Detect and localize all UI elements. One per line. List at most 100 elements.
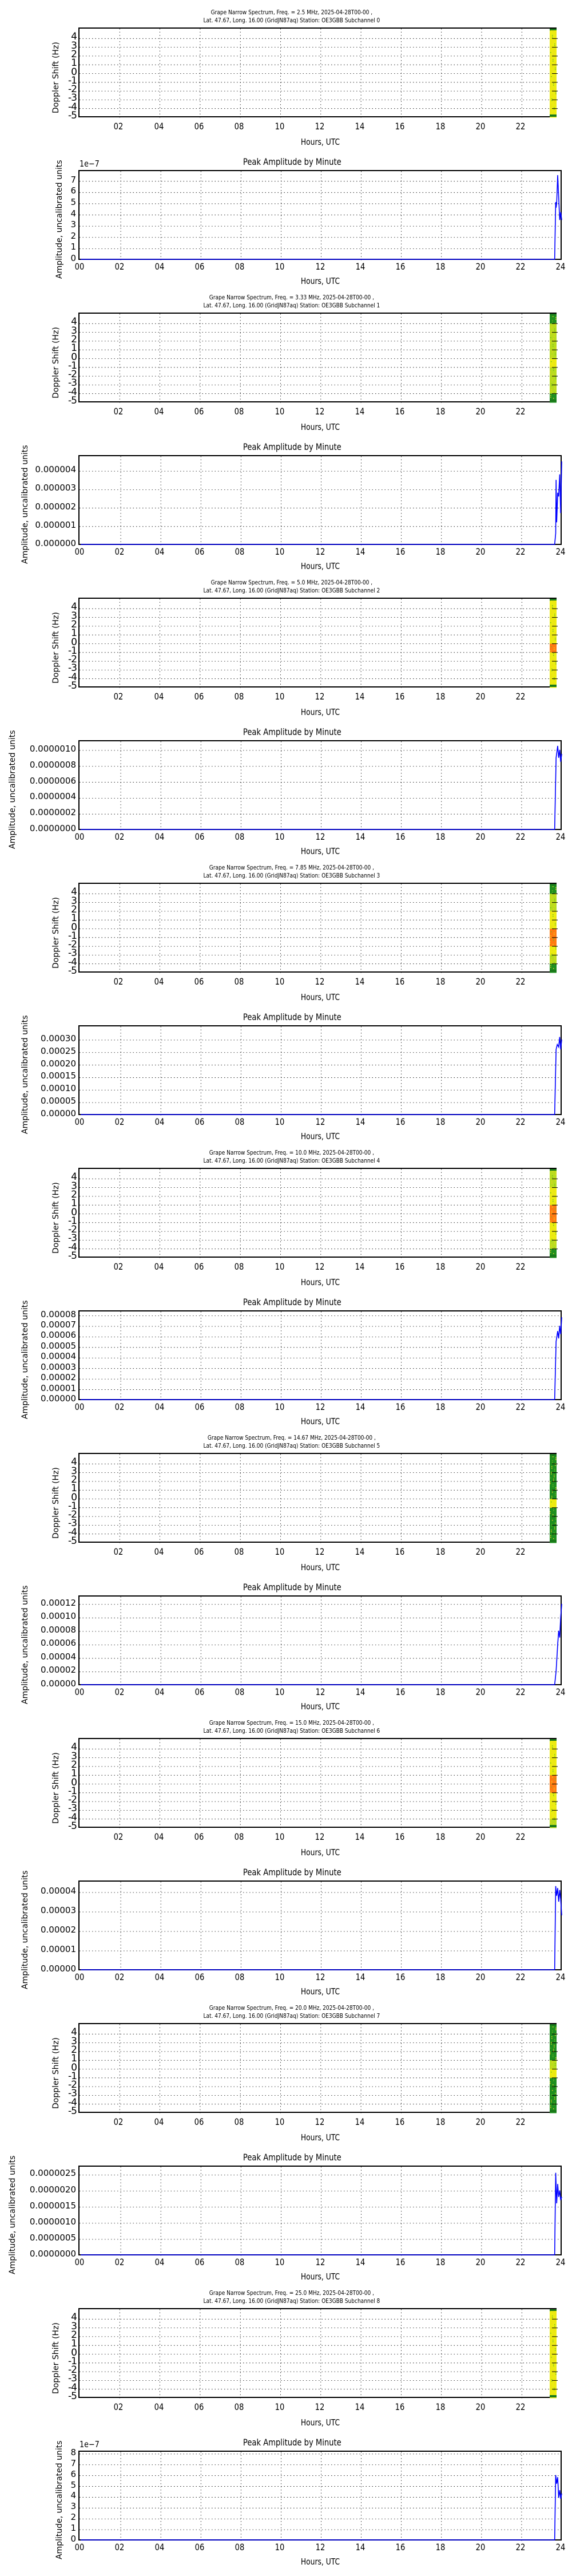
- spectrum-ytick: 1: [71, 2053, 77, 2065]
- spectrum-xtick: 22: [515, 406, 526, 417]
- spectrum-ytick: 2: [71, 1188, 77, 1200]
- amplitude-xtick: 02: [114, 831, 125, 842]
- spectrum-ytick: -5: [68, 680, 77, 692]
- spectrum-plot-area: [78, 598, 558, 689]
- amplitude-ytick: 1: [70, 2523, 76, 2534]
- amplitude-plot-area: [78, 740, 563, 831]
- amplitude-xtick: 08: [235, 1686, 245, 1697]
- amplitude-xtick: 22: [515, 1401, 526, 1412]
- amplitude-canvas: [80, 1597, 563, 1686]
- spectrum-xtick: 22: [515, 1831, 526, 1842]
- amplitude-xtick: 22: [515, 261, 526, 272]
- spectrum-xtick: 08: [234, 2401, 244, 2412]
- amplitude-xtick: 00: [74, 261, 85, 272]
- spectrum-ytick: -5: [68, 1535, 77, 1547]
- spectrum-ytick: -3: [68, 1518, 77, 1530]
- amplitude-ytick: 0: [70, 253, 76, 263]
- amplitude-xtick: 24: [555, 261, 566, 272]
- spectrum-ylabel: Doppler Shift (Hz): [51, 2037, 61, 2109]
- amplitude-xlabel: Hours, UTC: [300, 276, 340, 286]
- amplitude-ytick: 0.000000: [35, 538, 76, 548]
- amplitude-xtick: 00: [74, 2542, 85, 2553]
- spectrum-xtick: 20: [475, 1831, 486, 1842]
- amplitude-canvas: [80, 2167, 563, 2257]
- spectrum-xlabel: Hours, UTC: [300, 1277, 340, 1287]
- spectrum-ytick: 1: [71, 57, 77, 69]
- amplitude-xtick: 24: [555, 1686, 566, 1697]
- spectrum-ytick: 2: [71, 333, 77, 345]
- spectrum-ytick: 3: [71, 39, 77, 52]
- spectrum-xtick: 08: [234, 121, 244, 132]
- amplitude-canvas: [80, 456, 563, 546]
- spectrum-title-line1: Grape Narrow Spectrum, Freq. = 25.0 MHz,…: [209, 2289, 375, 2297]
- amplitude-xtick: 00: [74, 831, 85, 842]
- amplitude-xtick: 02: [114, 261, 125, 272]
- amplitude-xtick: 24: [555, 1971, 566, 1982]
- spectrum-ytick: -5: [68, 110, 77, 121]
- spectrum-ytick: 3: [71, 895, 77, 907]
- spectrum-xtick: 22: [515, 1546, 526, 1557]
- spectrum-xtick: 02: [113, 976, 124, 987]
- amplitude-ytick: 0.00010: [40, 1611, 76, 1622]
- spectrum-xtick: 06: [194, 2116, 204, 2127]
- spectrum-canvas: [80, 314, 558, 404]
- amplitude-xtick: 04: [154, 546, 165, 557]
- spectrum-xtick: 04: [154, 2401, 164, 2412]
- channel-section-0: Grape Narrow Spectrum, Freq. = 2.5 MHz, …: [0, 0, 572, 287]
- amplitude-title: Peak Amplitude by Minute: [243, 1867, 341, 1878]
- spectrum-ytick: -5: [68, 2391, 77, 2402]
- amplitude-xtick: 10: [275, 1116, 285, 1127]
- amplitude-xtick: 10: [275, 261, 285, 272]
- amplitude-xtick: 22: [515, 831, 526, 842]
- spectrum-ytick: 0: [71, 2346, 77, 2358]
- amplitude-trace: [81, 175, 562, 260]
- spectrum-xtick: 16: [395, 121, 405, 132]
- amplitude-xtick: 16: [395, 1971, 405, 1982]
- spectrum-xtick: 20: [475, 2401, 486, 2412]
- spectrum-title-line1: Grape Narrow Spectrum, Freq. = 10.0 MHz,…: [209, 1149, 375, 1156]
- spectrum-plot-area: [78, 1738, 558, 1829]
- spectrum-ytick: -3: [68, 1803, 77, 1815]
- amplitude-xtick: 12: [315, 546, 325, 557]
- amplitude-xtick: 20: [475, 831, 486, 842]
- amplitude-trace: [81, 461, 562, 545]
- spectrum-xlabel: Hours, UTC: [300, 1847, 340, 1858]
- spectrum-xtick: 10: [275, 121, 284, 132]
- amplitude-plot-area: [78, 1025, 563, 1116]
- spectrum-title-line1: Grape Narrow Spectrum, Freq. = 7.85 MHz,…: [209, 864, 375, 871]
- amplitude-ytick: 0.00000: [40, 1108, 76, 1119]
- spectrum-ytick: 2: [71, 2044, 77, 2056]
- amplitude-ytick: 6: [70, 2468, 76, 2479]
- spectrum-ytick: 4: [71, 2026, 77, 2038]
- amplitude-xtick: 06: [194, 831, 205, 842]
- spectrum-ytick: -5: [68, 2105, 77, 2117]
- spectrum-xtick: 12: [315, 1831, 325, 1842]
- spectrum-ytick: 1: [71, 1483, 77, 1495]
- amplitude-ytick: 0.00000: [40, 1963, 76, 1974]
- spectrum-xtick: 18: [435, 691, 446, 702]
- spectrum-ytick: 0: [71, 351, 77, 363]
- spectrum-xtick: 02: [113, 2116, 124, 2127]
- amplitude-ytick: 0.0000010: [29, 743, 76, 754]
- amplitude-ytick: 0.00008: [40, 1309, 76, 1319]
- amplitude-xtick: 10: [275, 546, 285, 557]
- amplitude-title: Peak Amplitude by Minute: [243, 726, 341, 737]
- amplitude-ylabel: Amplitude, uncalibrated units: [55, 2440, 64, 2559]
- amplitude-xtick: 10: [275, 1971, 285, 1982]
- spectrum-plot-area: [78, 313, 558, 404]
- amplitude-trace: [81, 745, 562, 830]
- spectrum-title-line2: Lat. 47.67, Long. 16.00 (GridJN87aq) Sta…: [203, 302, 380, 309]
- amplitude-ytick: 0.00002: [40, 1925, 76, 1935]
- spectrum-xtick: 22: [515, 2116, 526, 2127]
- amplitude-xtick: 04: [154, 1401, 165, 1412]
- spectrum-ytick: -3: [68, 662, 77, 674]
- spectrum-xtick: 20: [475, 976, 486, 987]
- spectrum-xtick: 18: [435, 121, 446, 132]
- amplitude-title: Peak Amplitude by Minute: [243, 1582, 341, 1593]
- spectrum-ytick: -2: [68, 84, 77, 96]
- amplitude-ytick: 0.0000020: [29, 2184, 76, 2195]
- spectrum-xtick: 16: [395, 2116, 405, 2127]
- spectrum-xtick: 14: [355, 1261, 365, 1272]
- spectrum-title-line1: Grape Narrow Spectrum, Freq. = 14.67 MHz…: [207, 1434, 376, 1441]
- amplitude-ylabel: Amplitude, uncalibrated units: [55, 160, 64, 279]
